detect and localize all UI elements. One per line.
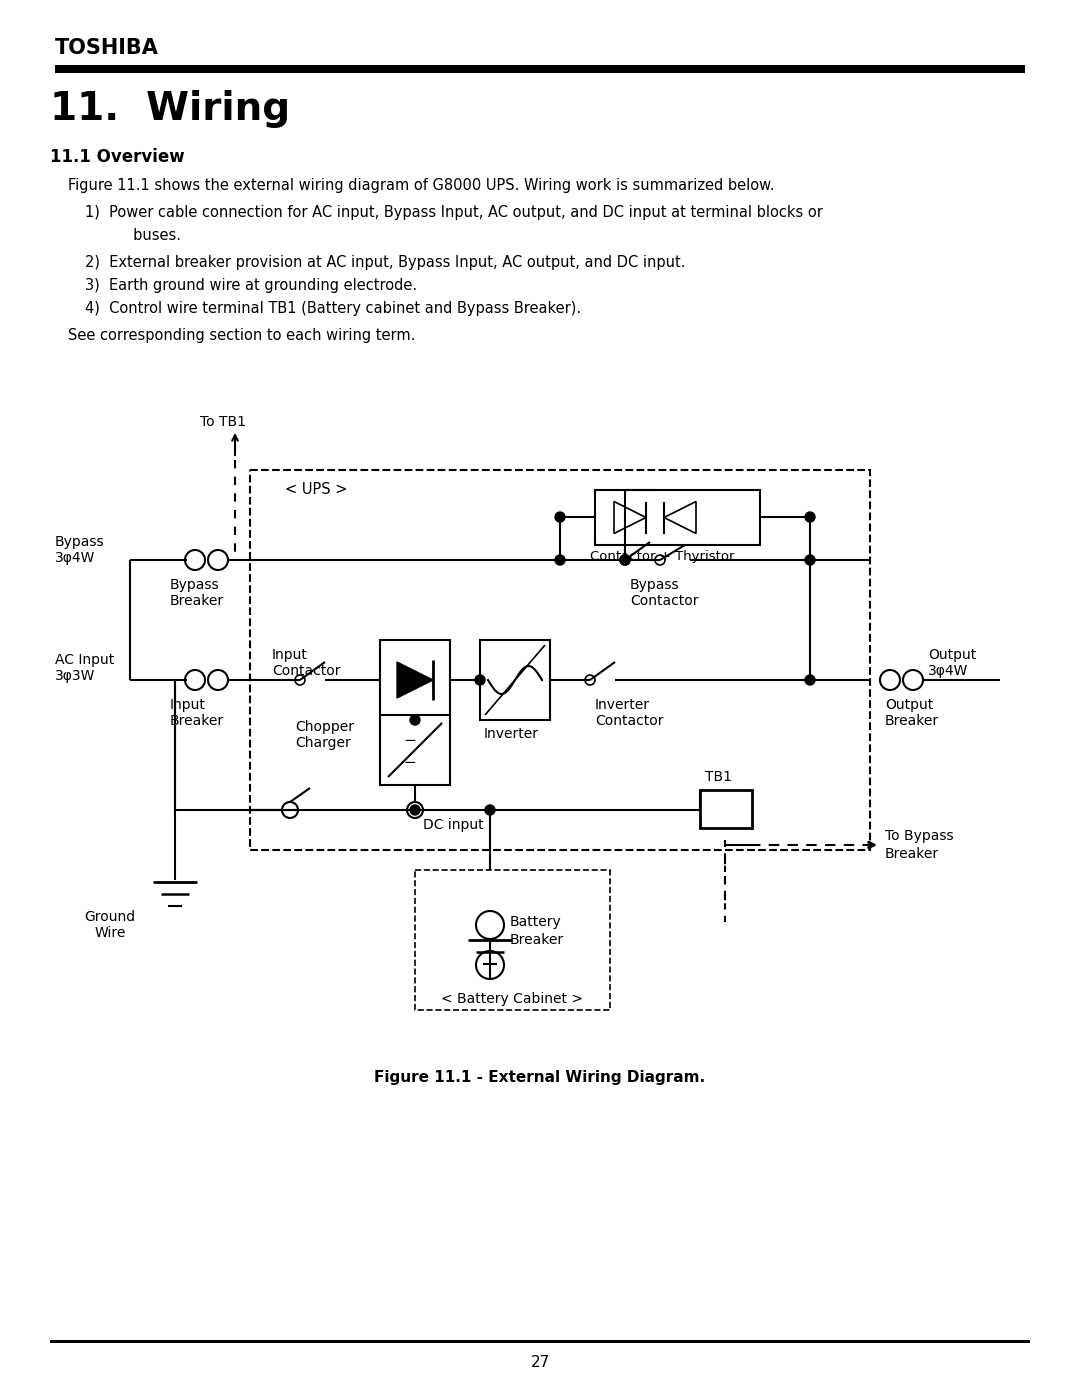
Circle shape — [805, 555, 815, 564]
Text: Bypass: Bypass — [55, 535, 105, 549]
Bar — [55, 66, 1025, 73]
Text: See corresponding section to each wiring term.: See corresponding section to each wiring… — [68, 328, 416, 344]
Text: Figure 11.1 shows the external wiring diagram of G8000 UPS. Wiring work is summa: Figure 11.1 shows the external wiring di… — [68, 177, 774, 193]
Polygon shape — [397, 662, 433, 698]
Text: Rectifier: Rectifier — [382, 726, 440, 740]
Text: 1)  Power cable connection for AC input, Bypass Input, AC output, and DC input a: 1) Power cable connection for AC input, … — [85, 205, 823, 219]
Bar — [380, 640, 450, 719]
Bar — [50, 1340, 1030, 1343]
Text: Output: Output — [885, 698, 933, 712]
Text: Breaker: Breaker — [170, 594, 225, 608]
Text: To Bypass: To Bypass — [885, 828, 954, 842]
Text: Contactor: Contactor — [595, 714, 663, 728]
Text: Inverter: Inverter — [595, 698, 650, 712]
Text: DC input: DC input — [423, 819, 484, 833]
Circle shape — [410, 675, 420, 685]
Text: Wire: Wire — [94, 926, 125, 940]
Text: 2)  External breaker provision at AC input, Bypass Input, AC output, and DC inpu: 2) External breaker provision at AC inpu… — [85, 256, 686, 270]
Circle shape — [410, 805, 420, 814]
Bar — [415, 870, 610, 1010]
Text: Inverter: Inverter — [484, 726, 539, 740]
Bar — [249, 469, 870, 849]
Text: Input: Input — [272, 648, 308, 662]
Text: Breaker: Breaker — [510, 933, 564, 947]
Text: Bypass: Bypass — [630, 578, 679, 592]
Text: Contactor + Thyristor: Contactor + Thyristor — [590, 550, 734, 563]
Text: 3)  Earth ground wire at grounding electrode.: 3) Earth ground wire at grounding electr… — [85, 278, 417, 293]
Text: Breaker: Breaker — [170, 714, 225, 728]
Circle shape — [805, 511, 815, 522]
Circle shape — [555, 555, 565, 564]
Text: 3φ3W: 3φ3W — [55, 669, 95, 683]
Text: Bypass: Bypass — [170, 578, 219, 592]
Text: Breaker: Breaker — [885, 847, 940, 861]
Text: Contactor: Contactor — [272, 664, 340, 678]
Text: Contactor: Contactor — [630, 594, 699, 608]
Text: Breaker: Breaker — [885, 714, 940, 728]
Text: TB1: TB1 — [705, 770, 732, 784]
Bar — [480, 640, 550, 719]
Bar — [595, 490, 760, 545]
Text: 27: 27 — [530, 1355, 550, 1370]
Text: 11.1 Overview: 11.1 Overview — [50, 148, 185, 166]
Text: Figure 11.1 - External Wiring Diagram.: Figure 11.1 - External Wiring Diagram. — [375, 1070, 705, 1085]
Circle shape — [485, 805, 495, 814]
Text: buses.: buses. — [110, 228, 181, 243]
Circle shape — [805, 675, 815, 685]
Text: AC Input: AC Input — [55, 652, 114, 666]
Text: < UPS >: < UPS > — [285, 482, 348, 497]
Circle shape — [620, 555, 630, 564]
Text: Output: Output — [928, 648, 976, 662]
Bar — [700, 789, 752, 828]
Circle shape — [555, 511, 565, 522]
Text: To TB1: To TB1 — [200, 415, 246, 429]
Bar — [380, 715, 450, 785]
Text: Charger: Charger — [295, 736, 351, 750]
Text: Chopper: Chopper — [295, 719, 354, 733]
Text: Ground: Ground — [84, 909, 136, 923]
Text: 3φ4W: 3φ4W — [55, 550, 95, 564]
Text: TOSHIBA: TOSHIBA — [55, 38, 159, 59]
Text: −: − — [403, 754, 416, 770]
Text: 4)  Control wire terminal TB1 (Battery cabinet and Bypass Breaker).: 4) Control wire terminal TB1 (Battery ca… — [85, 300, 581, 316]
Text: < Battery Cabinet >: < Battery Cabinet > — [441, 992, 583, 1006]
Text: Battery: Battery — [510, 915, 562, 929]
Text: 3φ4W: 3φ4W — [928, 664, 969, 678]
Text: −: − — [403, 733, 416, 747]
Text: 11.  Wiring: 11. Wiring — [50, 89, 291, 129]
Circle shape — [410, 715, 420, 725]
Circle shape — [475, 675, 485, 685]
Text: Input: Input — [170, 698, 206, 712]
